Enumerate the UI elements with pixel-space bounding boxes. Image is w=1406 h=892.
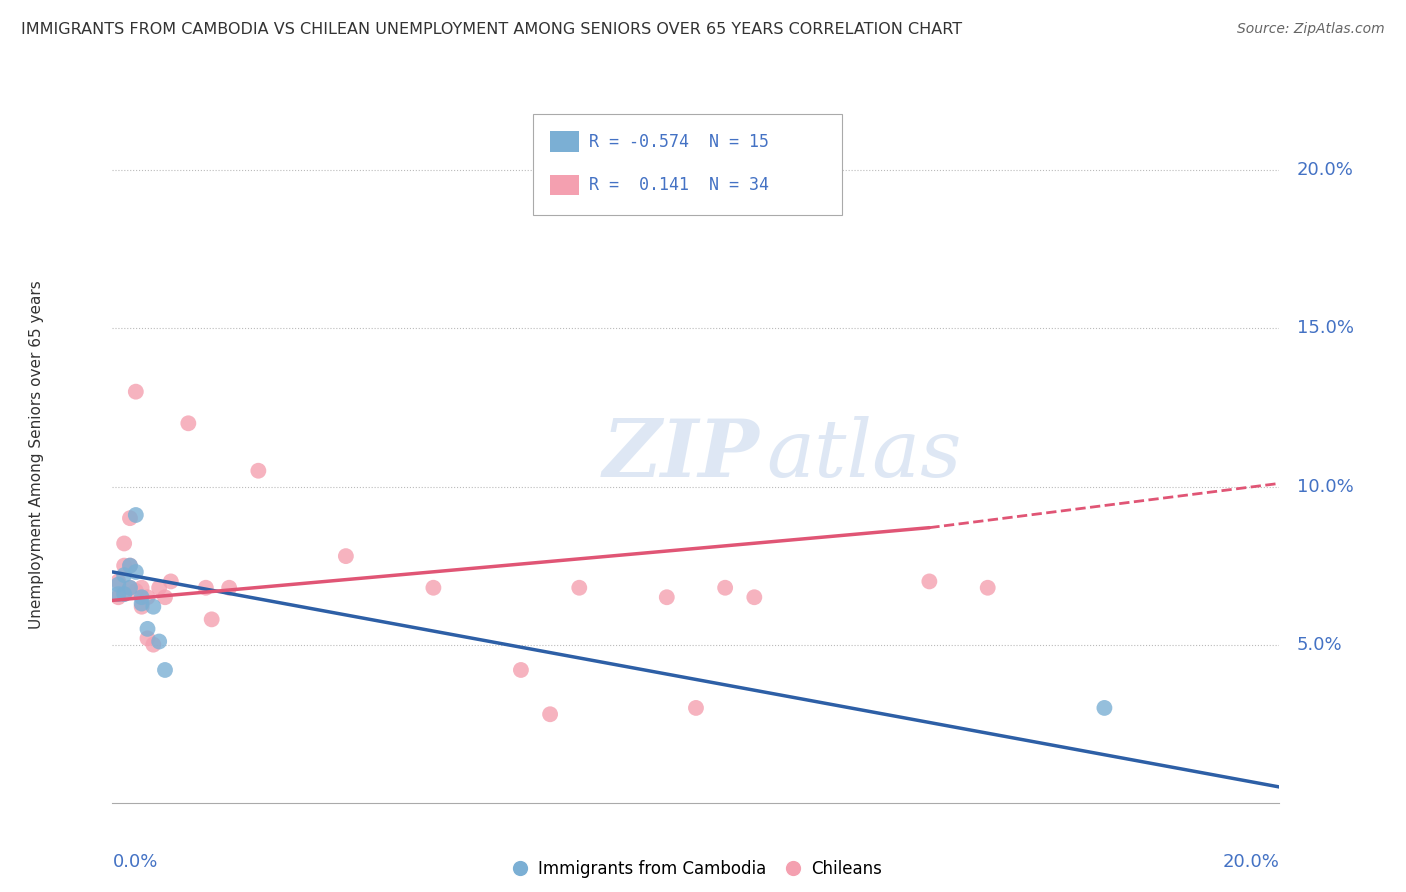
Text: IMMIGRANTS FROM CAMBODIA VS CHILEAN UNEMPLOYMENT AMONG SENIORS OVER 65 YEARS COR: IMMIGRANTS FROM CAMBODIA VS CHILEAN UNEM… bbox=[21, 22, 962, 37]
Point bbox=[112, 558, 135, 573]
Text: 15.0%: 15.0% bbox=[1296, 319, 1354, 337]
Point bbox=[107, 574, 129, 589]
Point bbox=[107, 587, 129, 601]
Legend: Immigrants from Cambodia, Chileans: Immigrants from Cambodia, Chileans bbox=[503, 854, 889, 885]
FancyBboxPatch shape bbox=[550, 175, 579, 195]
Point bbox=[136, 632, 159, 646]
Point bbox=[136, 622, 159, 636]
Point bbox=[655, 591, 678, 605]
Point bbox=[107, 591, 129, 605]
FancyBboxPatch shape bbox=[550, 131, 579, 153]
Point bbox=[153, 663, 176, 677]
Point bbox=[685, 701, 707, 715]
Point bbox=[142, 599, 165, 614]
Point bbox=[125, 508, 148, 522]
Point bbox=[1092, 701, 1115, 715]
Point bbox=[118, 558, 141, 573]
Point bbox=[125, 384, 148, 399]
Point bbox=[509, 663, 531, 677]
Text: R = -0.574  N = 15: R = -0.574 N = 15 bbox=[589, 133, 769, 151]
Text: 10.0%: 10.0% bbox=[1296, 477, 1354, 496]
Point bbox=[107, 577, 129, 591]
Text: Source: ZipAtlas.com: Source: ZipAtlas.com bbox=[1237, 22, 1385, 37]
Point bbox=[131, 581, 153, 595]
Text: 20.0%: 20.0% bbox=[1223, 854, 1279, 871]
Point bbox=[118, 581, 141, 595]
Point bbox=[131, 591, 153, 605]
Text: Unemployment Among Seniors over 65 years: Unemployment Among Seniors over 65 years bbox=[30, 281, 44, 629]
Point bbox=[112, 587, 135, 601]
Text: 5.0%: 5.0% bbox=[1296, 636, 1343, 654]
Text: ZIP: ZIP bbox=[603, 417, 759, 493]
Point bbox=[142, 638, 165, 652]
Point bbox=[112, 568, 135, 582]
Point bbox=[118, 511, 141, 525]
Point bbox=[247, 464, 270, 478]
Point bbox=[218, 581, 240, 595]
Text: 20.0%: 20.0% bbox=[1296, 161, 1354, 179]
Text: 0.0%: 0.0% bbox=[112, 854, 157, 871]
Point bbox=[131, 597, 153, 611]
Point bbox=[714, 581, 737, 595]
Point bbox=[118, 581, 141, 595]
Point bbox=[125, 583, 148, 598]
Text: R =  0.141  N = 34: R = 0.141 N = 34 bbox=[589, 176, 769, 194]
Point bbox=[976, 581, 998, 595]
Point bbox=[160, 574, 183, 589]
Point bbox=[177, 417, 200, 431]
Point bbox=[422, 581, 444, 595]
Text: atlas: atlas bbox=[766, 417, 962, 493]
Point bbox=[194, 581, 217, 595]
Point bbox=[335, 549, 357, 563]
Point bbox=[131, 599, 153, 614]
Point bbox=[538, 707, 561, 722]
Point bbox=[201, 612, 224, 626]
Point bbox=[125, 565, 148, 579]
Point bbox=[742, 591, 765, 605]
Point bbox=[568, 581, 591, 595]
FancyBboxPatch shape bbox=[533, 114, 842, 215]
Point bbox=[112, 587, 135, 601]
Point bbox=[918, 574, 941, 589]
Point bbox=[148, 581, 170, 595]
Point bbox=[118, 558, 141, 573]
Point bbox=[136, 591, 159, 605]
Point bbox=[153, 591, 176, 605]
Point bbox=[112, 536, 135, 550]
Point bbox=[148, 634, 170, 648]
